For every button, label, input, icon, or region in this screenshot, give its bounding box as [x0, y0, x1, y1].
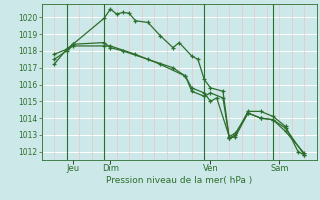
X-axis label: Pression niveau de la mer( hPa ): Pression niveau de la mer( hPa ): [106, 176, 252, 185]
